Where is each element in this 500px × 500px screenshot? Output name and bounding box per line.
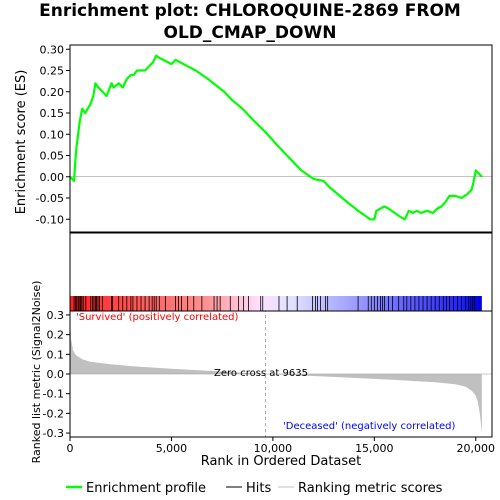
es-layer xyxy=(69,54,483,221)
x-tick-label: 0 xyxy=(67,442,74,455)
es-y-tick-label: 0.05 xyxy=(40,150,65,163)
chart-title-line2: OLD_CMAP_DOWN xyxy=(163,23,337,43)
chart-title-line1: Enrichment plot: CHLOROQUINE-2869 FROM xyxy=(39,1,461,21)
positive-correlation-label: 'Survived' (positively correlated) xyxy=(76,312,239,323)
negative-correlation-label: 'Deceased' (negatively correlated) xyxy=(283,421,455,432)
metric-y-tick-label: 0.2 xyxy=(47,329,65,342)
hits-layer xyxy=(73,296,476,311)
x-tick-label: 15,000 xyxy=(355,442,394,455)
metric-y-tick-label: 0.0 xyxy=(47,368,65,381)
es-profile-line xyxy=(69,54,483,221)
es-y-tick-label: -0.05 xyxy=(36,192,64,205)
legend: Enrichment profile Hits Ranking metric s… xyxy=(66,481,443,496)
x-axis-label: Rank in Ordered Dataset xyxy=(201,454,362,469)
es-y-axis-label: Enrichment score (ES) xyxy=(14,70,29,215)
es-y-tick-label: 0.15 xyxy=(40,107,65,120)
metric-y-axis-label: Ranked list metric (Signal2Noise) xyxy=(30,281,43,464)
es-panel-frame xyxy=(69,44,493,233)
metric-ticks: -0.3 -0.2 -0.1 0.0 0.1 0.2 0.3 xyxy=(43,309,70,440)
metric-y-tick-label: -0.3 xyxy=(43,427,64,440)
rank-color-bar xyxy=(70,296,482,311)
metric-y-tick-label: -0.2 xyxy=(43,407,64,420)
legend-hits-label: Hits xyxy=(246,481,271,496)
es-y-tick-label: 0.20 xyxy=(40,86,65,99)
metric-y-tick-label: 0.3 xyxy=(47,309,65,322)
legend-es-label: Enrichment profile xyxy=(86,481,206,496)
metric-y-tick-label: 0.1 xyxy=(47,348,65,361)
x-tick-label: 5,000 xyxy=(156,442,188,455)
x-ticks: 0 5,000 10,000 15,000 20,000 xyxy=(67,437,496,455)
metric-y-tick-label: -0.1 xyxy=(43,388,64,401)
legend-metric-label: Ranking metric scores xyxy=(298,481,443,496)
es-ticks: -0.10 -0.05 0.00 0.05 0.10 0.15 0.20 0.25 0.30 xyxy=(36,43,70,226)
zero-cross-label: Zero cross at 9635 xyxy=(214,368,308,379)
x-tick-label: 10,000 xyxy=(254,442,293,455)
es-y-tick-label: 0.00 xyxy=(40,171,65,184)
x-tick-label: 20,000 xyxy=(457,442,496,455)
es-y-tick-label: 0.30 xyxy=(40,43,65,56)
chart-title: Enrichment plot: CHLOROQUINE-2869 FROM O… xyxy=(0,0,500,44)
metric-layer xyxy=(70,297,492,437)
rank-bar-layer xyxy=(70,296,482,311)
es-y-tick-label: -0.10 xyxy=(36,213,64,226)
es-y-tick-label: 0.25 xyxy=(40,65,65,78)
es-y-tick-label: 0.10 xyxy=(40,128,65,141)
